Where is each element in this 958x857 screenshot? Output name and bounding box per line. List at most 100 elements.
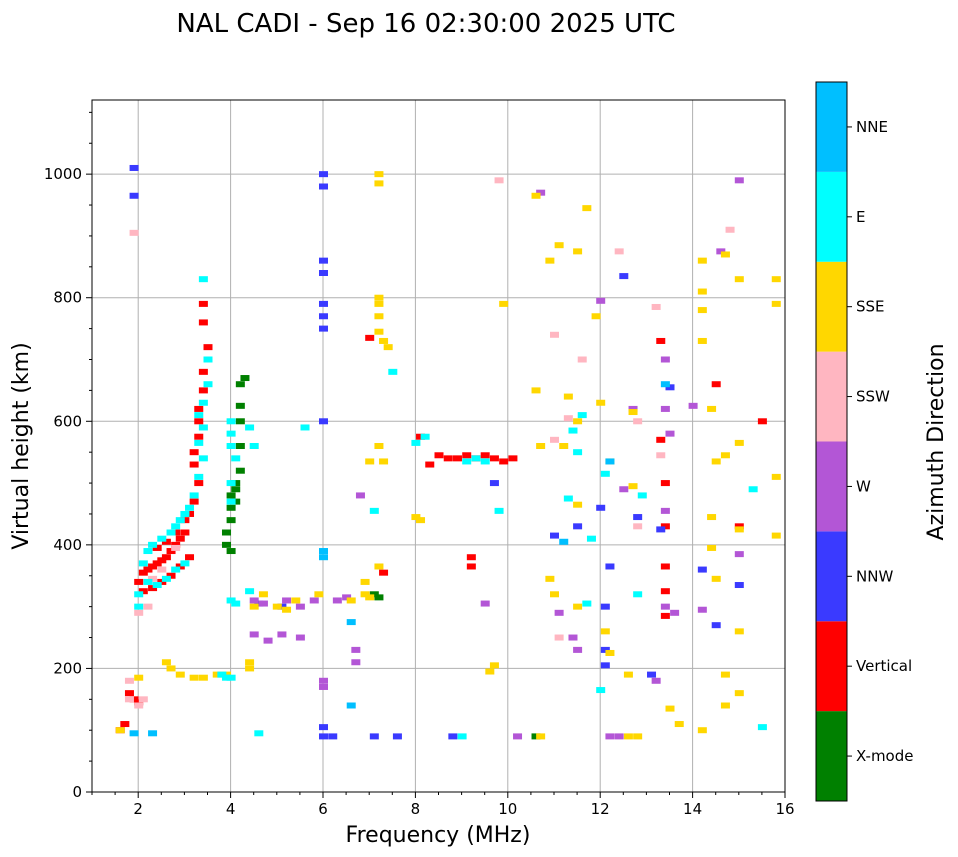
x-tick-label: 8: [411, 800, 421, 818]
chart-title: NAL CADI - Sep 16 02:30:00 2025 UTC: [176, 9, 675, 39]
data-point-x-mode: [235, 381, 245, 388]
data-point-sse: [134, 674, 144, 681]
data-point-vertical: [365, 334, 375, 341]
data-point-nne: [605, 458, 615, 465]
data-point-w: [480, 600, 490, 607]
data-point-w: [319, 677, 328, 684]
data-point-ssw: [550, 331, 559, 338]
data-point-e: [300, 424, 310, 431]
data-point-sse: [628, 483, 638, 490]
data-point-sse: [258, 591, 268, 598]
data-point-ssw: [725, 226, 735, 233]
data-point-vertical: [157, 578, 167, 585]
data-point-e: [143, 548, 153, 555]
data-point-nnw: [734, 582, 744, 589]
data-point-sse: [245, 665, 255, 672]
data-point-sse: [573, 501, 583, 508]
x-tick-label: 16: [775, 800, 794, 818]
data-point-w: [355, 492, 365, 499]
data-point-x-mode: [235, 418, 245, 425]
data-point-e: [226, 498, 236, 505]
colorbar-tick-label: E: [856, 208, 865, 226]
data-point-w: [573, 646, 583, 653]
data-point-vertical: [189, 498, 199, 505]
data-point-vertical: [489, 455, 499, 462]
data-point-e: [231, 455, 241, 462]
data-point-vertical: [161, 554, 171, 561]
data-point-vertical: [171, 529, 181, 536]
colorbar-swatch: [816, 621, 847, 712]
data-point-x-mode: [231, 480, 241, 487]
data-point-x-mode: [231, 486, 241, 493]
data-point-w: [651, 677, 661, 684]
data-point-vertical: [194, 405, 204, 412]
data-point-ssw: [614, 248, 624, 255]
x-tick-label: 2: [133, 800, 143, 818]
data-point-vertical: [198, 319, 208, 326]
data-point-sse: [559, 443, 569, 449]
data-point-vertical: [660, 612, 670, 619]
data-point-sse: [697, 307, 707, 314]
data-point-nne: [319, 548, 328, 555]
data-point-ssw: [656, 452, 666, 459]
data-point-ssw: [143, 603, 153, 610]
data-point-sse: [374, 294, 384, 301]
data-point-sse: [600, 628, 610, 635]
data-point-nne: [559, 538, 569, 545]
data-point-sse: [374, 313, 384, 320]
data-point-vertical: [148, 563, 158, 570]
data-point-vertical: [124, 690, 134, 697]
data-point-sse: [771, 473, 781, 480]
data-point-vertical: [466, 554, 476, 561]
data-point-w: [295, 603, 305, 610]
data-point-e: [254, 730, 264, 737]
data-point-nnw: [656, 526, 666, 533]
x-axis-label: Frequency (MHz): [346, 823, 531, 848]
data-points: [115, 164, 781, 740]
data-point-sse: [166, 665, 176, 672]
x-tick-label: 12: [591, 800, 610, 818]
data-point-vertical: [660, 563, 670, 570]
data-point-e: [194, 473, 204, 480]
x-tick-label: 4: [226, 800, 236, 818]
data-point-sse: [379, 337, 389, 344]
data-point-vertical: [194, 418, 204, 425]
data-point-e: [203, 356, 213, 363]
data-point-vertical: [120, 721, 130, 728]
data-point-x-mode: [374, 594, 384, 601]
y-axis-ticks: 0 200 400 600 800 1000: [44, 111, 92, 801]
data-point-sse: [198, 674, 208, 681]
data-point-nnw: [319, 418, 328, 425]
x-tick-label: 6: [318, 800, 328, 818]
data-point-sse: [291, 597, 301, 604]
data-point-sse: [623, 733, 633, 740]
data-point-w: [319, 683, 328, 690]
data-point-sse: [374, 443, 384, 449]
colorbar-swatch: [816, 82, 847, 172]
colorbar-swatch: [816, 531, 847, 622]
data-point-e: [226, 430, 236, 437]
data-point-sse: [365, 594, 375, 601]
x-axis-ticks: 2 4 6 8 10 12 14 16: [91, 792, 795, 818]
x-tick-label: 14: [683, 800, 702, 818]
data-point-w: [734, 177, 744, 184]
data-point-nnw: [328, 733, 338, 740]
data-point-ssw: [550, 436, 559, 443]
data-point-vertical: [499, 458, 509, 465]
data-point-x-mode: [231, 498, 241, 505]
data-point-sse: [485, 668, 495, 675]
data-point-w: [351, 646, 361, 653]
data-point-ssw: [124, 696, 134, 703]
data-point-e: [134, 603, 144, 610]
data-point-vertical: [660, 588, 670, 595]
data-point-w: [342, 594, 352, 601]
data-point-nne: [346, 702, 356, 709]
data-point-sse: [697, 288, 707, 295]
data-point-sse: [545, 575, 555, 582]
data-point-nnw: [619, 273, 629, 280]
data-point-x-mode: [240, 375, 250, 382]
data-point-w: [249, 597, 259, 604]
data-point-nnw: [596, 504, 606, 511]
data-point-w: [614, 733, 624, 740]
data-point-ssw: [577, 356, 587, 363]
